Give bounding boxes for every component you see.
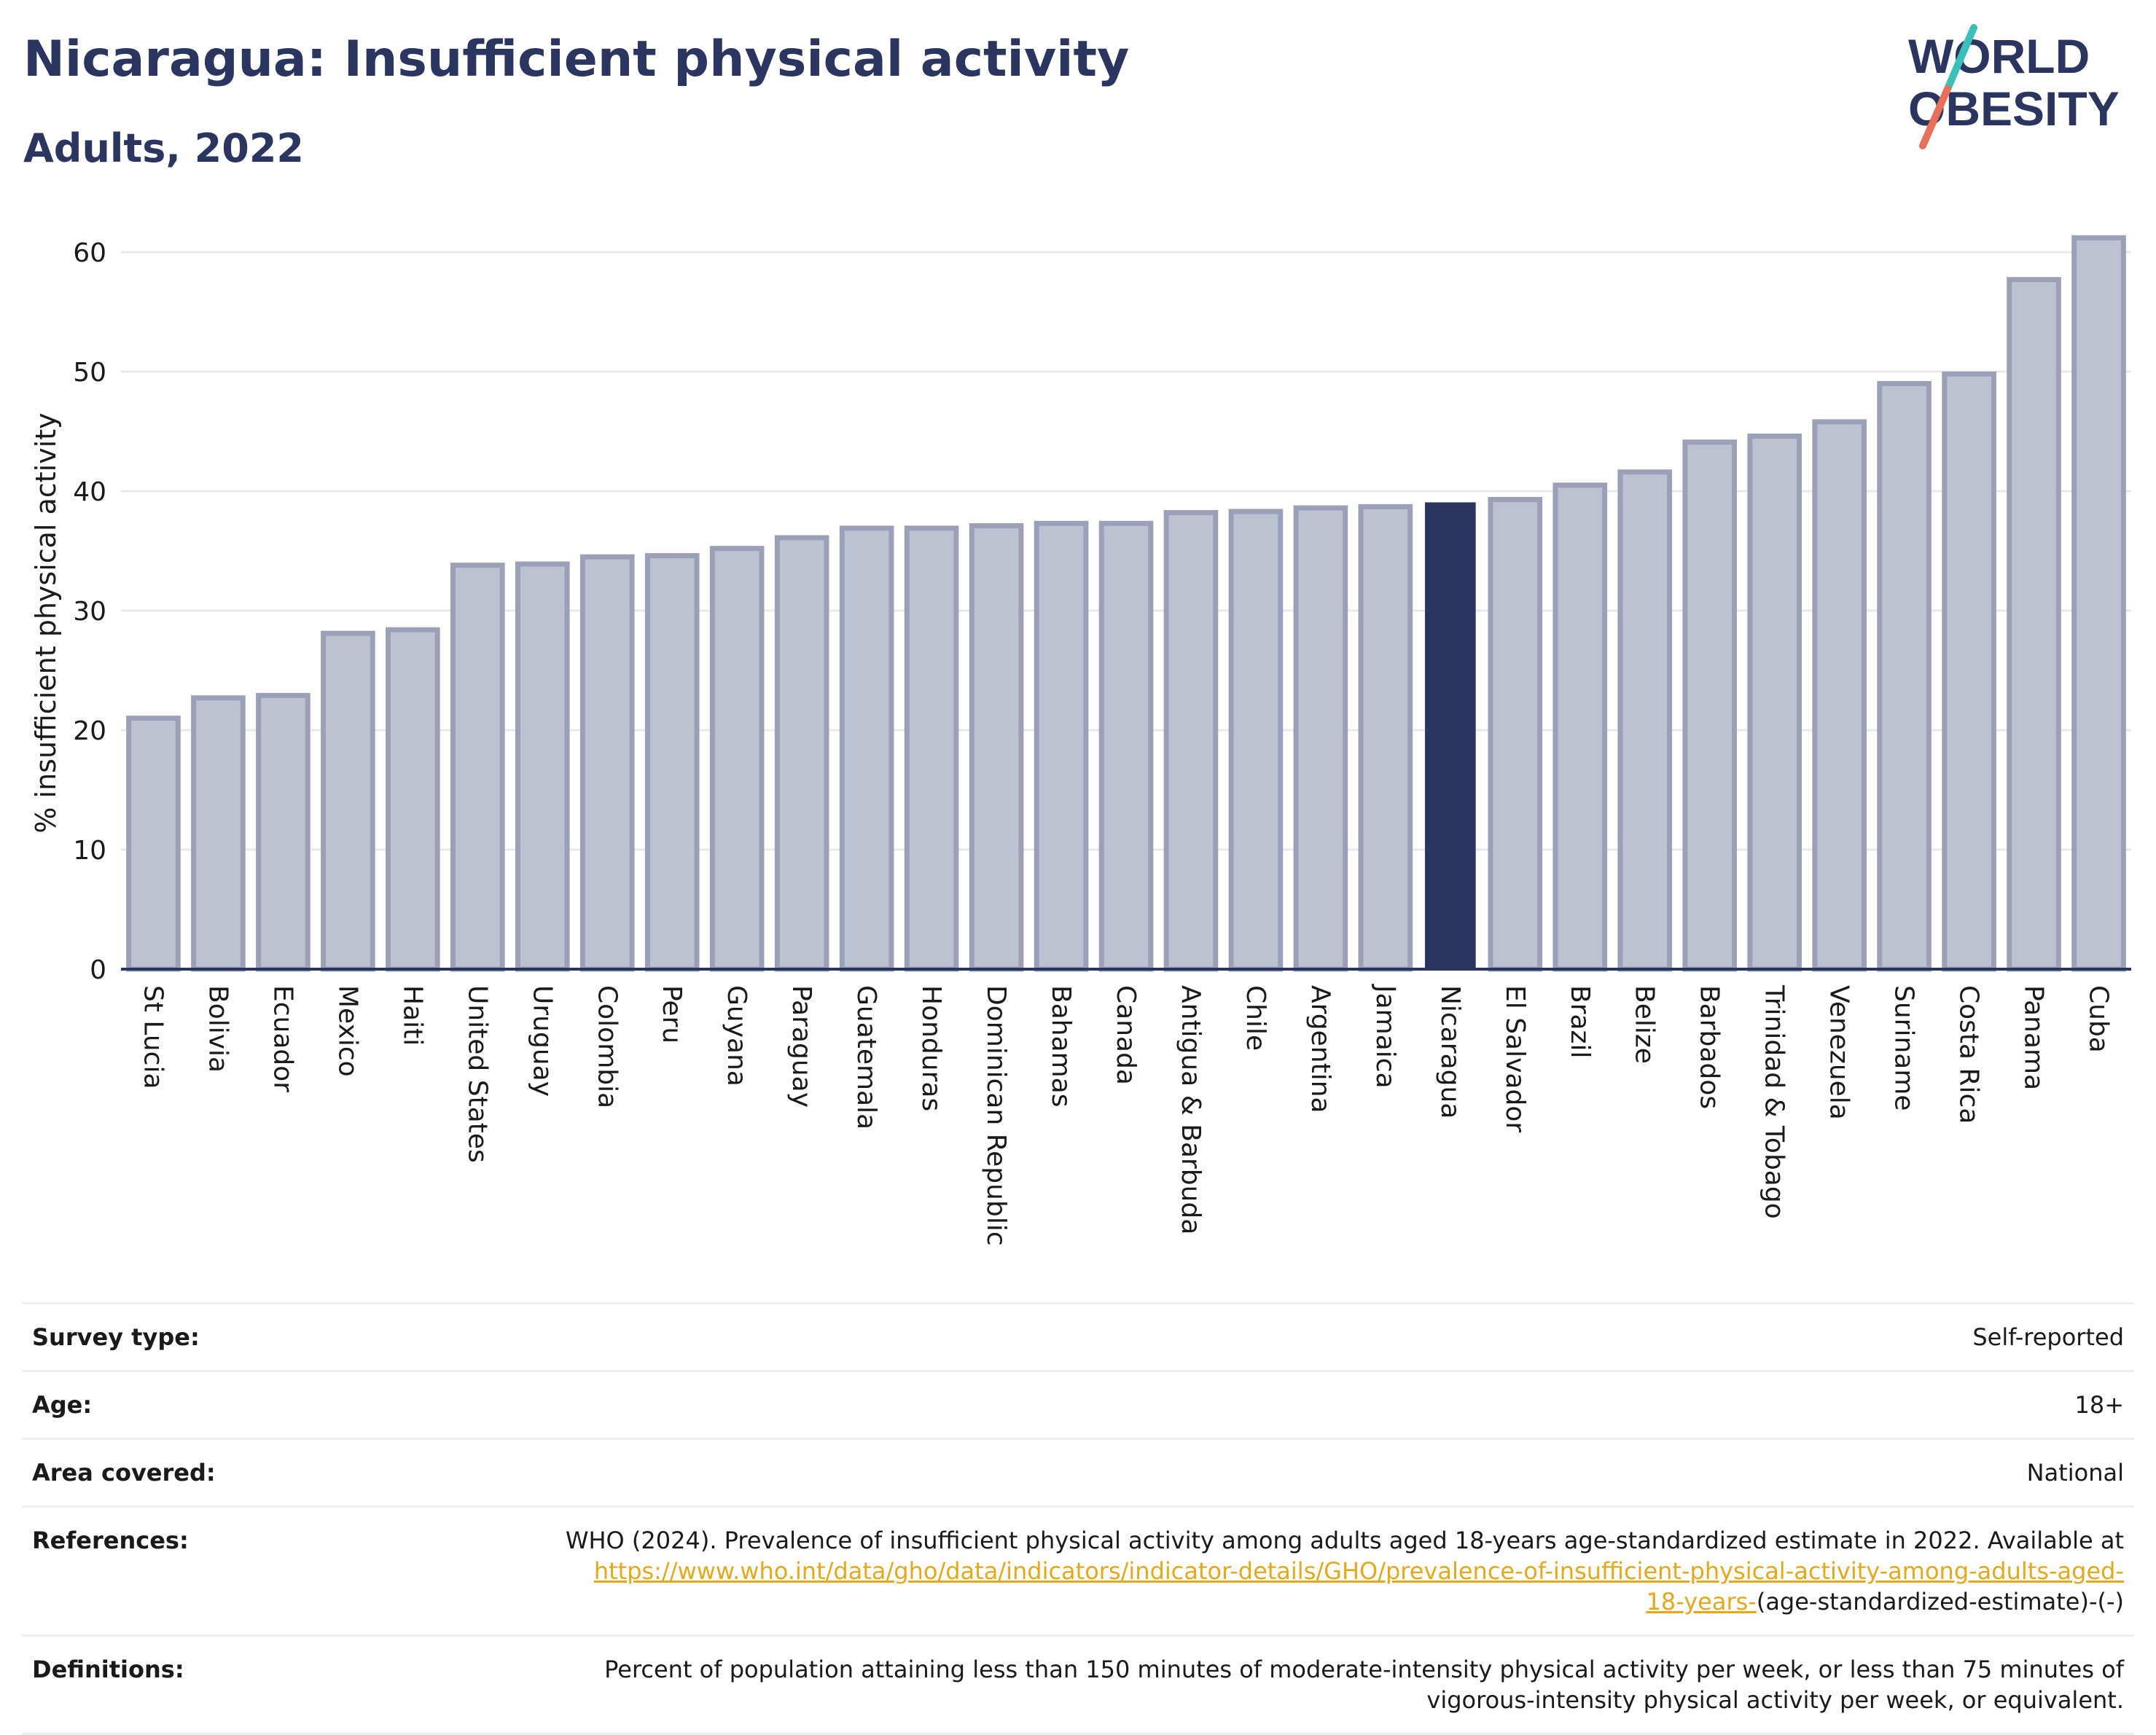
area-value: National [552, 1438, 2134, 1507]
x-tick-label: Mexico [332, 985, 362, 1077]
bar-brazil [1552, 482, 1608, 972]
bar-costa-rica [1942, 371, 1996, 972]
bar-cuba [2071, 235, 2126, 972]
x-tick-label: Peru [657, 985, 687, 1043]
y-tick-label: 0 [90, 955, 106, 985]
x-tick-label: St Lucia [138, 985, 168, 1089]
y-axis-label: % insufficient physical activity [30, 412, 62, 833]
x-tick-label: Venezuela [1824, 985, 1854, 1120]
x-tick-label: Honduras [916, 985, 946, 1111]
y-tick-label: 40 [73, 477, 106, 507]
x-tick-label: Argentina [1305, 985, 1335, 1113]
x-tick-label: Guatemala [851, 985, 881, 1129]
y-tick-label: 50 [73, 358, 106, 388]
chart-subtitle: Adults, 2022 [23, 125, 304, 171]
bar-barbados [1682, 439, 1738, 972]
definitions-row: Definitions: Percent of population attai… [22, 1634, 2134, 1735]
bar-mexico [321, 630, 375, 972]
logo-slash-coral [1919, 85, 1951, 149]
definitions-text: Percent of population attaining less tha… [552, 1634, 2134, 1735]
bar-guyana [709, 546, 765, 972]
bar-colombia [579, 554, 635, 972]
logo-slash-teal [1944, 24, 1977, 93]
bar-ecuador [256, 692, 310, 972]
x-tick-label: Ecuador [267, 985, 297, 1092]
bar-dominican-republic [969, 523, 1024, 972]
x-tick-label: United States [462, 985, 492, 1163]
bar-chart: 0 10 20 30 40 50 60 St Lucia Bolivia Ecuador Mexic… [30, 235, 2131, 1246]
x-tick-label: Barbados [1695, 985, 1725, 1109]
x-tick-label: Haiti [397, 985, 427, 1046]
y-tick-label: 30 [73, 597, 106, 627]
y-tick-label: 20 [73, 716, 106, 746]
age-value: 18+ [552, 1370, 2134, 1439]
x-tick-label: Paraguay [786, 985, 816, 1108]
x-tick-label: Colombia [592, 985, 622, 1108]
references-suffix: (age-standardized-estimate)-(-) [1756, 1588, 2124, 1615]
references-value: WHO (2024). Prevalence of insufficient p… [552, 1505, 2134, 1636]
chart-title: Nicaragua: Insufficient physical activit… [23, 31, 1130, 88]
x-tick-label: Trinidad & Tobago [1759, 984, 1789, 1219]
bar-bahamas [1034, 520, 1089, 972]
bar-peru [644, 553, 700, 972]
x-tick-label: Cuba [2084, 985, 2114, 1053]
x-tick-label: Uruguay [527, 985, 557, 1097]
bars [126, 235, 2126, 972]
references-link[interactable]: https://www.who.int/data/gho/data/indica… [593, 1557, 2124, 1615]
bar-bolivia [191, 695, 246, 972]
x-tick-label: Bolivia [203, 985, 233, 1073]
x-tick-label: Antigua & Barbuda [1176, 985, 1206, 1234]
x-tick-label: Costa Rica [1954, 985, 1984, 1124]
x-tick-label: Bahamas [1046, 985, 1076, 1108]
bar-el-salvador [1488, 496, 1543, 972]
age-label: Age: [22, 1370, 552, 1439]
metadata-table: Survey type: Self-reported Age: 18+ Area… [22, 1302, 2134, 1735]
y-tick-label: 10 [73, 836, 106, 866]
survey-type-value: Self-reported [552, 1302, 2134, 1371]
x-tick-label: Jamaica [1370, 984, 1400, 1089]
bar-guatemala [839, 525, 894, 972]
age-row: Age: 18+ [22, 1370, 2134, 1439]
axes: 0 10 20 30 40 50 60 St Lucia Bolivia Ecuador Mexic… [73, 238, 2131, 1246]
bar-suriname [1877, 380, 1932, 972]
bar-canada [1098, 520, 1154, 972]
x-tick-label: Belize [1630, 985, 1660, 1064]
bar-belize [1617, 469, 1673, 972]
x-tick-label: Dominican Republic [981, 985, 1011, 1246]
x-tick-label: Chile [1241, 985, 1270, 1051]
x-tick-label: Panama [2019, 985, 2049, 1090]
survey-type-row: Survey type: Self-reported [22, 1302, 2134, 1371]
y-tick-label: 60 [73, 238, 106, 268]
survey-type-label: Survey type: [22, 1302, 552, 1371]
x-tick-label: Canada [1111, 985, 1141, 1085]
bar-honduras [904, 525, 959, 972]
world-obesity-logo: WORLD OBESITY [1908, 24, 2120, 149]
logo-line-1: WORLD [1908, 29, 2090, 83]
bar-venezuela [1812, 419, 1867, 972]
bar-united-states [450, 563, 505, 972]
x-tick-label: Suriname [1889, 985, 1919, 1111]
bar-nicaragua [1425, 502, 1476, 970]
references-row: References: WHO (2024). Prevalence of in… [22, 1505, 2134, 1636]
references-text: WHO (2024). Prevalence of insufficient p… [565, 1527, 2124, 1554]
bar-uruguay [515, 561, 570, 972]
area-row: Area covered: National [22, 1438, 2134, 1507]
x-tick-label: Brazil [1565, 985, 1595, 1058]
x-tick-label: El Salvador [1500, 985, 1530, 1132]
bar-argentina [1293, 505, 1348, 972]
bar-paraguay [774, 535, 829, 972]
x-tick-label: Guyana [722, 985, 751, 1086]
bar-antigua-barbuda [1163, 510, 1219, 972]
bar-panama [2007, 277, 2061, 972]
references-label: References: [22, 1505, 552, 1636]
bar-chile [1228, 509, 1284, 972]
area-label: Area covered: [22, 1438, 552, 1507]
definitions-label: Definitions: [22, 1634, 552, 1735]
bar-jamaica [1358, 504, 1413, 972]
bar-haiti [386, 627, 440, 972]
bar-st-lucia [126, 716, 181, 972]
x-tick-label: Nicaragua [1435, 985, 1465, 1119]
bar-trinidad-tobago [1747, 434, 1802, 972]
